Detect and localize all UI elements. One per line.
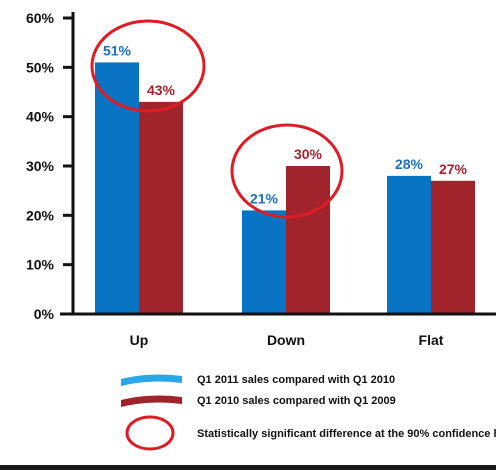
data-label: 51% [103,42,132,58]
significance-circle [90,19,206,113]
data-label: 30% [294,146,323,162]
legend-label: Q1 2010 sales compared with Q1 2009 [197,395,396,407]
bar-down-series-2 [286,166,330,314]
y-tick-label: 40% [26,109,55,125]
y-tick-label: 50% [26,59,55,75]
x-tick-label: Flat [419,332,444,348]
bar-flat-series-1 [387,175,431,314]
data-label: 43% [147,82,176,98]
y-tick-label: 0% [34,306,55,322]
significance-circle [230,123,344,219]
y-tick-label: 30% [26,158,55,174]
legend-significance-label: Statistically significant difference at … [197,428,496,440]
y-tick-label: 20% [26,207,55,223]
data-label: 28% [395,156,424,172]
bar-down-series-1 [242,210,286,314]
x-tick-label: Down [267,332,305,348]
bar-up-series-2 [139,101,183,314]
legend-label: Q1 2011 sales compared with Q1 2010 [197,374,395,386]
x-tick-label: Up [130,332,149,348]
y-tick-label: 10% [26,257,55,273]
legend-swatch [121,395,182,407]
legend-swatch [121,374,182,386]
bar-flat-series-2 [431,180,475,314]
data-label: 21% [250,190,279,206]
data-label: 27% [439,161,468,177]
y-tick-label: 60% [26,10,55,26]
legend-significance-icon [125,415,175,451]
bar-up-series-1 [95,62,139,315]
bottom-rule [0,465,496,470]
